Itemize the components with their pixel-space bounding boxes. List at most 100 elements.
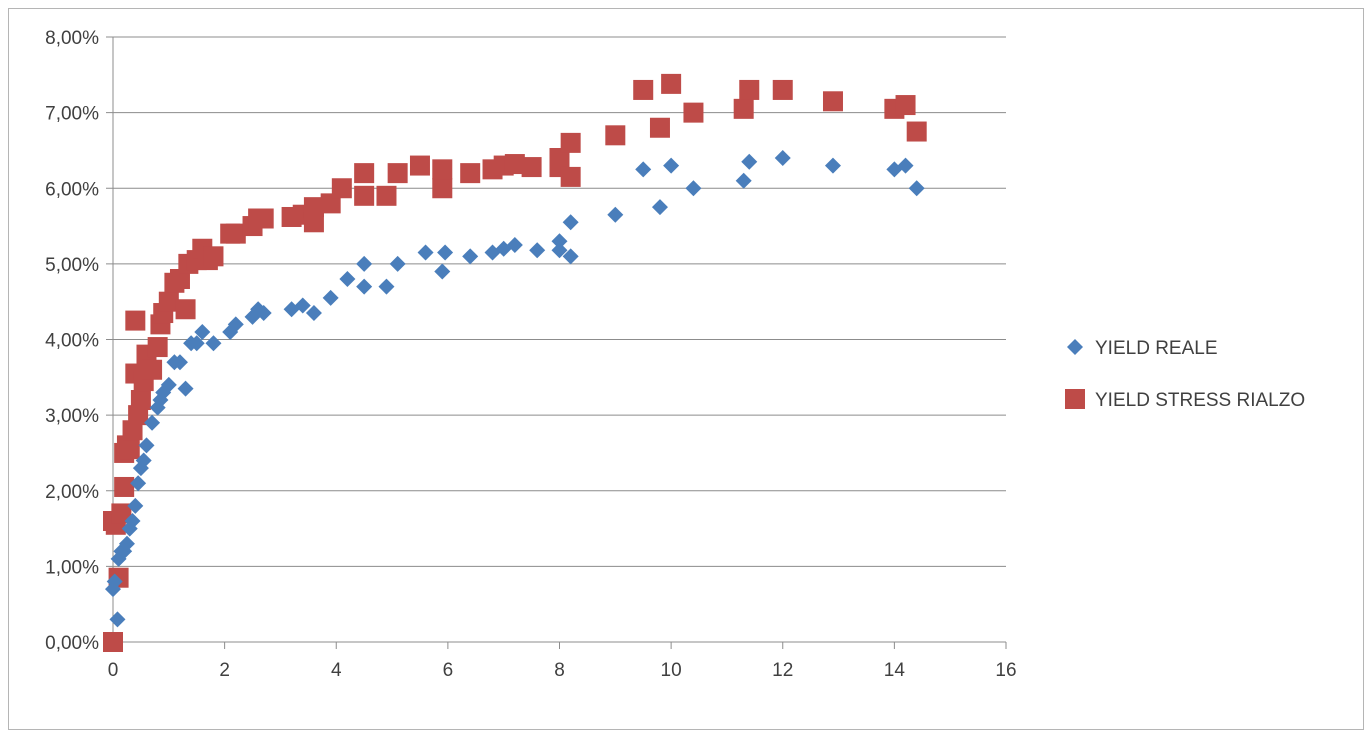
data-point-stress [504,154,525,175]
data-point-stress [354,163,375,184]
data-point-stress [432,159,453,180]
data-point-stress [906,121,927,142]
legend-label: YIELD STRESS RIALZO [1095,390,1305,411]
data-point-reale [255,305,272,322]
x-tick-label: 0 [108,660,119,681]
data-point-reale [118,535,135,552]
data-point-reale [356,278,373,295]
data-point-stress [560,166,581,187]
data-point-reale [663,157,680,174]
data-point-reale [506,236,523,253]
data-point-reale [144,414,161,431]
data-point-stress [142,359,163,380]
data-point-reale [562,248,579,265]
y-tick-label: 8,00% [45,28,99,49]
y-tick-label: 3,00% [45,406,99,427]
data-point-reale [389,255,406,272]
x-tick-label: 10 [661,660,682,681]
x-tick-label: 2 [219,660,230,681]
data-point-reale [462,248,479,265]
data-point-stress [203,246,224,267]
data-point-stress [739,79,760,100]
x-tick-label: 4 [331,660,342,681]
data-point-stress [733,98,754,119]
data-point-stress [409,155,430,176]
data-point-stress [169,269,190,289]
data-point-reale [356,255,373,272]
y-tick-label: 4,00% [45,331,99,352]
data-point-stress [114,476,135,497]
data-point-stress [772,79,793,100]
data-point-reale [116,543,133,560]
data-point-reale [774,150,791,166]
data-point-reale [305,305,322,322]
data-point-stress [103,632,123,652]
data-point-reale [551,242,568,259]
data-point-reale [138,437,155,454]
data-point-reale [160,376,177,393]
data-point-reale [188,335,205,352]
legend-marker-stress [1065,389,1085,409]
data-point-stress [331,178,352,199]
data-point-stress [683,102,704,123]
x-tick-label: 14 [884,660,906,681]
data-point-reale [127,497,144,514]
data-point-reale [897,157,914,174]
data-point-reale [378,278,395,295]
data-points [103,73,927,652]
data-point-stress [175,299,196,320]
data-point-stress [158,291,179,312]
y-tick-label: 7,00% [45,104,99,125]
data-point-reale [735,172,752,189]
data-point-stress [320,193,341,214]
data-point-reale [339,271,356,287]
x-tick-label: 8 [554,660,565,681]
data-point-reale [551,233,568,250]
data-point-reale [417,244,434,261]
data-point-stress [460,163,481,184]
x-tick-label: 16 [995,660,1016,681]
data-point-stress [895,95,916,116]
data-point-reale [685,180,702,197]
data-point-stress [119,439,140,460]
data-point-stress [822,91,843,112]
data-point-reale [106,573,123,590]
data-point-reale [908,180,925,197]
data-point-stress [303,197,324,218]
data-point-reale [635,161,652,178]
data-point-stress [661,73,682,94]
legend-label: YIELD REALE [1095,338,1218,359]
y-tick-label: 2,00% [45,482,99,503]
data-point-reale [651,199,668,216]
data-point-stress [560,132,581,153]
data-point-reale [607,206,624,223]
data-point-stress [521,157,542,178]
data-point-reale [227,316,244,333]
data-point-reale [194,323,211,340]
data-point-reale [130,475,147,492]
data-point-stress [649,117,670,138]
data-point-reale [177,380,194,397]
data-point-reale [824,157,841,174]
chart-frame: 0,00% 1,00% 2,00% 3,00% 4,00% 5,00% 6,00% 7,00%… [8,8,1364,730]
x-tick-label: 6 [443,660,454,681]
legend-marker-reale [1067,339,1083,355]
x-tick-label: 12 [772,660,793,681]
data-point-stress [130,390,151,410]
data-point-stress [125,310,146,331]
data-point-stress [354,185,375,206]
y-tick-label: 0,00% [45,633,99,654]
data-point-reale [437,244,454,261]
data-point-stress [376,185,397,206]
data-point-reale [135,452,152,469]
data-point-stress [432,178,453,199]
data-point-reale [529,242,546,259]
data-point-reale [434,263,451,280]
data-point-stress [303,212,324,233]
data-point-stress [122,420,143,441]
data-point-reale [171,354,188,371]
data-point-stress [605,125,626,146]
data-point-reale [205,335,222,352]
legend: YIELD REALE YIELD STRESS RIALZO [1065,338,1305,411]
data-point-reale [322,289,339,306]
